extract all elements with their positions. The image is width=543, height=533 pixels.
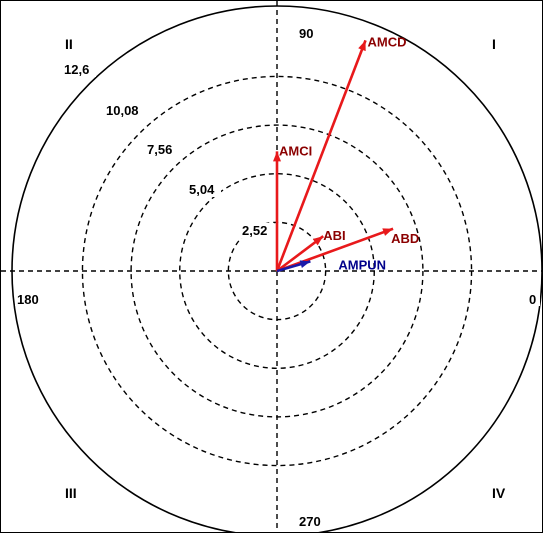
radial-tick-bg xyxy=(145,142,179,157)
vector-abd: ABD xyxy=(276,227,419,273)
radial-tick-bg xyxy=(62,62,96,77)
vector-label: AMPUN xyxy=(338,257,386,272)
vector-label: AMCD xyxy=(368,34,407,49)
angle-label-0: 0 xyxy=(529,292,536,307)
quadrant-label-III: III xyxy=(65,485,77,501)
vector-arrowhead xyxy=(358,40,366,52)
radial-tick-bg xyxy=(187,182,221,197)
vector-label: ABI xyxy=(323,228,345,243)
angle-label-bg xyxy=(527,291,540,306)
angle-label-bg xyxy=(15,291,45,306)
vector-amci: AMCI xyxy=(273,143,312,271)
quadrant-label-I: I xyxy=(492,36,496,52)
quadrant-label-IV: IV xyxy=(492,485,506,501)
radial-tick-label: 2,52 xyxy=(242,223,267,238)
vector-ampun: AMPUN xyxy=(276,257,386,272)
angle-label-90: 90 xyxy=(299,26,313,41)
quadrant-label-II: II xyxy=(65,36,73,52)
vector-abi: ABI xyxy=(276,228,346,273)
vector-line xyxy=(276,227,394,273)
vector-amcd: AMCD xyxy=(275,34,407,272)
angle-label-270: 270 xyxy=(299,514,321,529)
vector-arrowhead xyxy=(382,228,394,236)
vector-arrowhead xyxy=(273,151,281,162)
radial-tick-label: 5,04 xyxy=(189,182,215,197)
radial-tick-bg xyxy=(240,223,274,238)
angle-label-bg xyxy=(297,512,327,528)
angle-label-180: 180 xyxy=(17,292,39,307)
radial-tick-label: 7,56 xyxy=(147,142,172,157)
radial-tick-label: 12,6 xyxy=(64,62,89,77)
vector-arrowhead xyxy=(299,260,311,269)
vector-label: AMCI xyxy=(279,143,312,158)
vector-arrowhead xyxy=(312,236,324,246)
radial-tick-label: 10,08 xyxy=(106,103,139,118)
radial-tick-bg xyxy=(104,103,146,118)
vector-line xyxy=(275,39,367,272)
vector-label: ABD xyxy=(391,231,419,246)
angle-label-bg xyxy=(297,25,319,40)
